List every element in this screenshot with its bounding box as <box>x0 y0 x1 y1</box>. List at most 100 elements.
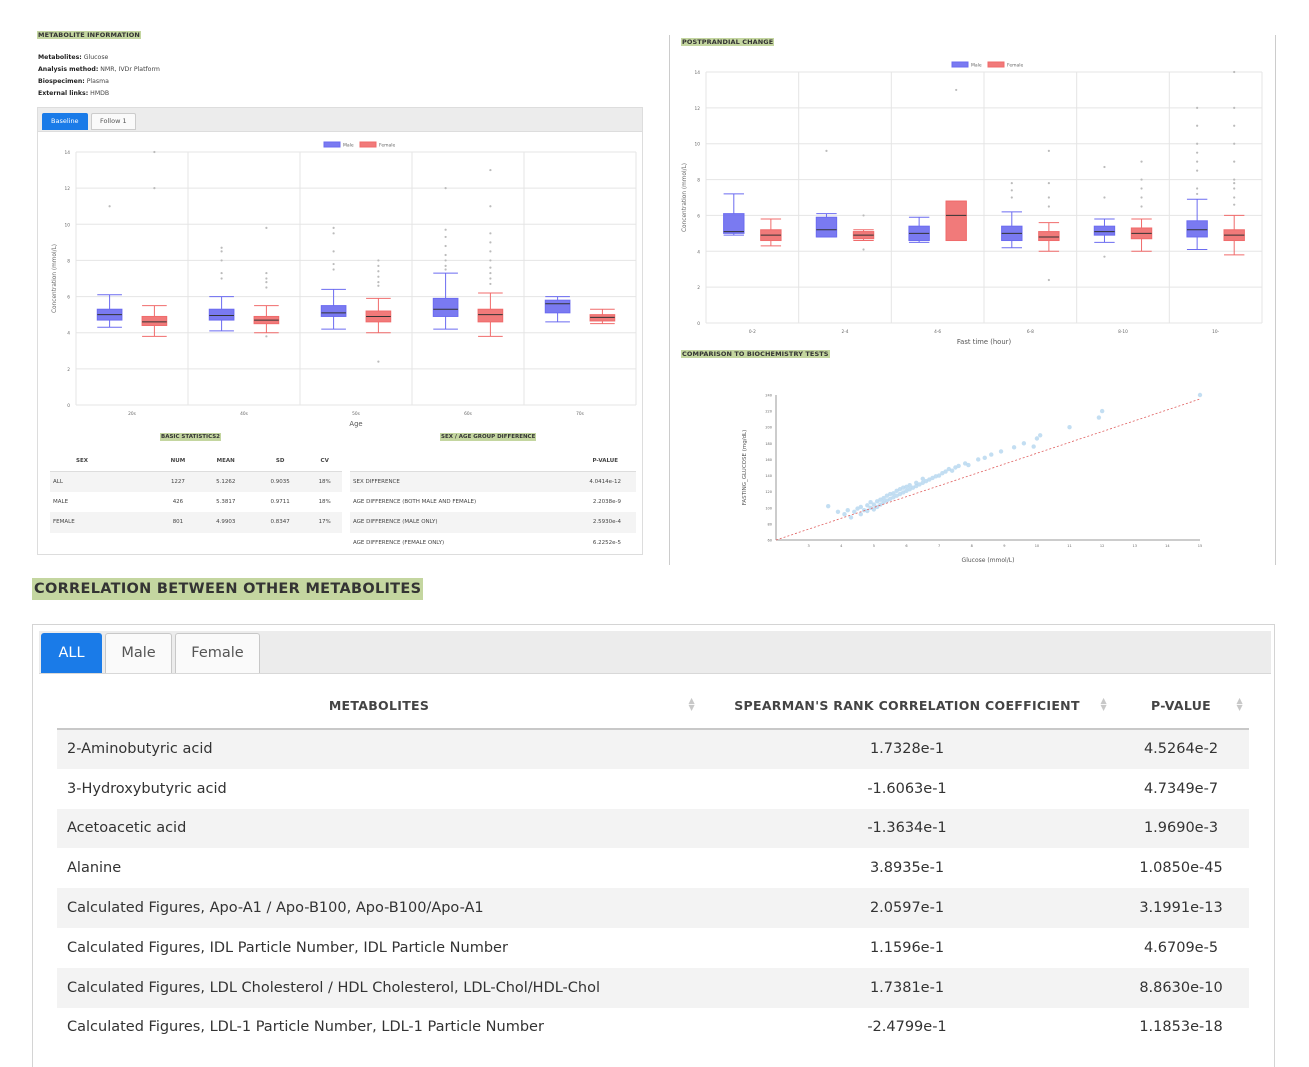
scatter-point <box>920 480 925 486</box>
y-tick-label: 0 <box>67 403 70 409</box>
right-panel-border-left <box>669 35 670 565</box>
x-tick-label: 12 <box>1100 544 1104 548</box>
scatter-point <box>891 495 896 500</box>
scatter-point <box>894 493 899 498</box>
tab-male[interactable]: Male <box>105 633 172 673</box>
biochem-scatter-chart: 60 80 100 120 140 160 180 200 220 240 3 4 5 6 7 8 9 10 11 1… <box>742 392 1202 564</box>
tab-follow-1[interactable]: Follow 1 <box>91 113 136 130</box>
scatter-point <box>1037 433 1043 438</box>
scatter-point <box>953 465 958 470</box>
outlier-point <box>377 264 380 267</box>
table-row[interactable]: Calculated Figures, IDL Particle Number,… <box>57 928 1249 968</box>
diff-cell: 2.5930e-4 <box>558 512 636 533</box>
basic-stats-header: NUM <box>157 451 199 472</box>
outlier-point <box>489 277 492 280</box>
metabolite-name: Calculated Figures, LDL Cholesterol / HD… <box>57 967 701 1008</box>
legend-swatch <box>359 141 377 148</box>
table-row: AGE DIFFERENCE (BOTH MALE AND FEMALE) 2.… <box>350 491 636 512</box>
method-value: NMR, IVDr Platform <box>100 66 160 73</box>
column-header-metabolites[interactable]: METABOLITES ▲ ▼ <box>57 683 701 730</box>
y-axis-label: Concentration (mmol/L) <box>52 244 58 313</box>
scatter-point <box>923 478 929 484</box>
sort-icon[interactable]: ▲ ▼ <box>1236 696 1243 712</box>
biochem-title: COMPARISON TO BIOCHEMISTRY TESTS <box>681 350 830 358</box>
outlier-point <box>377 284 380 287</box>
outlier-point <box>1103 255 1106 258</box>
right-panel-border-right <box>1275 35 1276 565</box>
scatter-point <box>956 463 961 469</box>
table-row[interactable]: Calculated Figures, Apo-A1 / Apo-B100, A… <box>57 888 1249 928</box>
outlier-point <box>377 360 380 363</box>
table-row[interactable]: Acetoacetic acid -1.3634e-1 1.9690e-3 <box>57 808 1249 849</box>
correlation-table: METABOLITES ▲ ▼ SPEARMAN'S RANK CORRELATIO… <box>57 683 1249 1047</box>
x-tick-label: 4 <box>840 544 843 548</box>
scatter-point <box>825 503 831 509</box>
scatter-point <box>904 484 909 490</box>
table-row[interactable]: 3-Hydroxybutyric acid -1.6063e-1 4.7349e-7 <box>57 769 1249 809</box>
scatter-point <box>930 475 935 481</box>
outlier-point <box>377 259 380 262</box>
scatter-point <box>1099 408 1105 414</box>
legend-label: Female <box>1007 63 1024 69</box>
hmdb-link[interactable]: HMDB <box>90 90 110 97</box>
stat-cell: 17% <box>307 512 342 533</box>
outlier-point <box>265 271 268 275</box>
outlier-point <box>1233 187 1236 190</box>
outlier-point <box>1140 205 1143 208</box>
outlier-point <box>1140 187 1143 190</box>
table-row[interactable]: Alanine 3.8935e-1 1.0850e-45 <box>57 848 1249 888</box>
table-row[interactable]: 2-Aminobutyric acid 1.7328e-1 4.5264e-2 <box>57 729 1249 769</box>
outlier-point <box>1233 124 1236 127</box>
scatter-point <box>1031 444 1036 449</box>
x-tick-label: 40s <box>240 411 248 417</box>
scatter-point <box>943 469 948 474</box>
scatter-point <box>858 512 863 517</box>
outlier-point <box>1233 203 1236 206</box>
outlier-point <box>444 268 447 271</box>
outlier-point <box>444 228 447 231</box>
tab-baseline[interactable]: Baseline <box>42 113 88 130</box>
outlier-point <box>1140 178 1143 181</box>
method-label: Analysis method: <box>38 66 99 73</box>
scatter-point <box>878 497 883 502</box>
correlation-value: 1.7328e-1 <box>701 729 1113 769</box>
outlier-point <box>220 250 223 253</box>
outlier-point <box>1047 278 1050 282</box>
box <box>723 213 745 234</box>
stat-cell: 5.3817 <box>198 491 253 512</box>
column-header-spearman[interactable]: SPEARMAN'S RANK CORRELATION COEFFICIENT ▲… <box>701 683 1113 730</box>
outlier-point <box>1140 196 1143 199</box>
group-diff-header <box>350 451 559 472</box>
tab-all[interactable]: ALL <box>41 633 102 673</box>
outlier-point <box>489 282 492 286</box>
scatter-point <box>1011 445 1017 450</box>
scatter-point <box>868 499 873 505</box>
scatter-point <box>1067 425 1072 430</box>
correlation-panel: ALL Male Female <box>32 624 1275 1067</box>
outlier-point <box>377 275 380 278</box>
box <box>320 305 347 317</box>
stat-cell: 1227 <box>157 471 199 492</box>
table-row[interactable]: Calculated Figures, LDL Cholesterol / HD… <box>57 967 1249 1008</box>
outlier-point <box>265 277 268 280</box>
table-row[interactable]: Calculated Figures, LDL-1 Particle Numbe… <box>57 1008 1249 1048</box>
outlier-point <box>332 250 335 253</box>
outlier-point <box>377 270 380 273</box>
postprandial-chart: 0 2 4 6 8 10 12 14 0-2 2-4 4-6 6-8 8-10 10- Fast time … <box>682 61 1263 346</box>
column-header-pvalue[interactable]: P-VALUE ▲ ▼ <box>1113 683 1249 730</box>
scatter-point <box>884 498 890 503</box>
diff-cell: 4.0414e-12 <box>558 471 636 492</box>
scatter-point <box>845 507 850 513</box>
scatter-point <box>884 493 890 498</box>
basic-stats-title: BASIC STATISTICS2 <box>160 433 222 441</box>
x-tick-label: 50s <box>352 411 360 417</box>
x-tick-label: 10 <box>1035 544 1039 548</box>
correlation-value: 1.1596e-1 <box>869 939 945 956</box>
outlier-point <box>1233 196 1236 199</box>
header-label: METABOLITES <box>328 698 430 713</box>
tab-female[interactable]: Female <box>175 633 260 673</box>
sort-icon[interactable]: ▲ ▼ <box>688 696 695 712</box>
sort-icon[interactable]: ▲ ▼ <box>1100 696 1107 712</box>
scatter-point <box>868 505 873 510</box>
header-label: SPEARMAN'S RANK CORRELATION COEFFICIENT <box>734 698 1080 713</box>
